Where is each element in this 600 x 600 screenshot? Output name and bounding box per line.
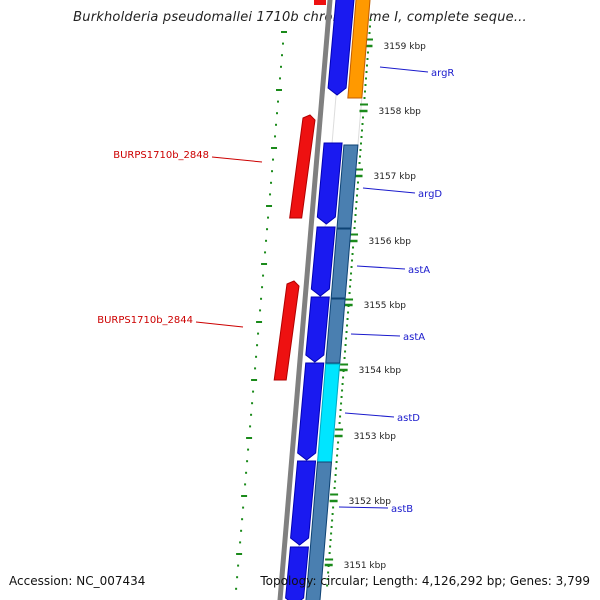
gene-blue-6[interactable] [290,460,317,546]
gene-BURPS1710b_2848[interactable] [289,114,316,219]
chromosome-backbone [277,0,333,600]
kbp-label: 3158 kbp [378,107,421,117]
gene-label-left[interactable]: BURPS1710b_2848 [113,150,209,161]
gene-astA-2[interactable] [325,298,346,364]
gene-blue-3[interactable] [310,226,336,297]
kbp-label: 3152 kbp [349,497,392,507]
gene-blue-2[interactable] [316,142,343,225]
gene-label-right[interactable]: argD [418,189,442,200]
gene-blue-4[interactable] [305,296,330,363]
gene-label-leader [211,156,263,163]
gene-label-left[interactable]: BURPS1710b_2844 [97,315,193,326]
gene-label-right[interactable]: argR [431,68,454,79]
gene-label-leader [344,412,395,418]
kbp-label: 3153 kbp [354,432,397,442]
gene-label-leader [379,66,429,73]
label-layer: argR argD astA astA astD astB BURPS1710b_2848 B… [97,66,454,515]
gene-red-top[interactable] [314,0,326,5]
sequence-title: Burkholderia pseudomallei 1710b chromoso… [73,10,527,25]
gene-label-right[interactable]: astA [403,332,425,343]
gene-track[interactable] [273,0,371,600]
gene-label-leader [362,187,416,194]
kbp-label: 3154 kbp [359,366,402,376]
gene-label-right[interactable]: astD [397,413,420,424]
gene-label-leader [350,333,401,337]
outer-tick-ring: 3159 kbp 3158 kbp 3157 kbp 3156 kbp 3155 kbp… [324,19,426,587]
accession-text: Accession: NC_007434 [9,574,146,588]
kbp-label: 3157 kbp [374,172,417,182]
kbp-label: 3156 kbp [369,237,412,247]
topology-text: Topology: circular; Length: 4,126,292 bp… [260,574,590,588]
gene-label-right[interactable]: astB [391,504,413,515]
gene-blue-7[interactable] [285,546,309,600]
gene-label-leader [195,321,244,328]
inner-tick-ring [235,31,287,590]
gene-BURPS1710b_2844[interactable] [273,280,300,381]
gene-astB[interactable] [305,461,333,600]
gene-argD[interactable] [336,144,359,229]
kbp-label: 3151 kbp [344,561,387,571]
gene-blue-1[interactable] [327,0,355,96]
gene-blue-5[interactable] [297,362,325,461]
gene-astA-1[interactable] [330,228,352,299]
gene-label-right[interactable]: astA [408,265,430,276]
kbp-label: 3155 kbp [364,301,407,311]
kbp-label: 3159 kbp [383,42,426,52]
gene-argR[interactable] [347,0,371,99]
gene-label-leader [338,506,389,509]
gene-label-leader [356,265,406,270]
